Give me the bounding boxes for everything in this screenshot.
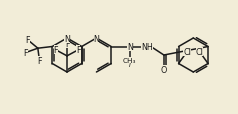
Text: Cl: Cl: [183, 48, 191, 57]
Text: Cl: Cl: [196, 48, 203, 57]
Text: CH₃: CH₃: [123, 58, 137, 63]
Text: N: N: [127, 43, 133, 52]
Text: N: N: [64, 34, 70, 43]
Text: F: F: [25, 36, 30, 45]
Text: F: F: [24, 49, 28, 57]
Text: F: F: [37, 57, 42, 66]
Text: F: F: [65, 40, 69, 49]
Text: O: O: [161, 65, 167, 74]
Text: I: I: [129, 62, 131, 67]
Text: F: F: [76, 46, 80, 55]
Text: NH: NH: [141, 43, 153, 52]
Text: F: F: [54, 46, 58, 55]
Text: N: N: [94, 34, 99, 43]
